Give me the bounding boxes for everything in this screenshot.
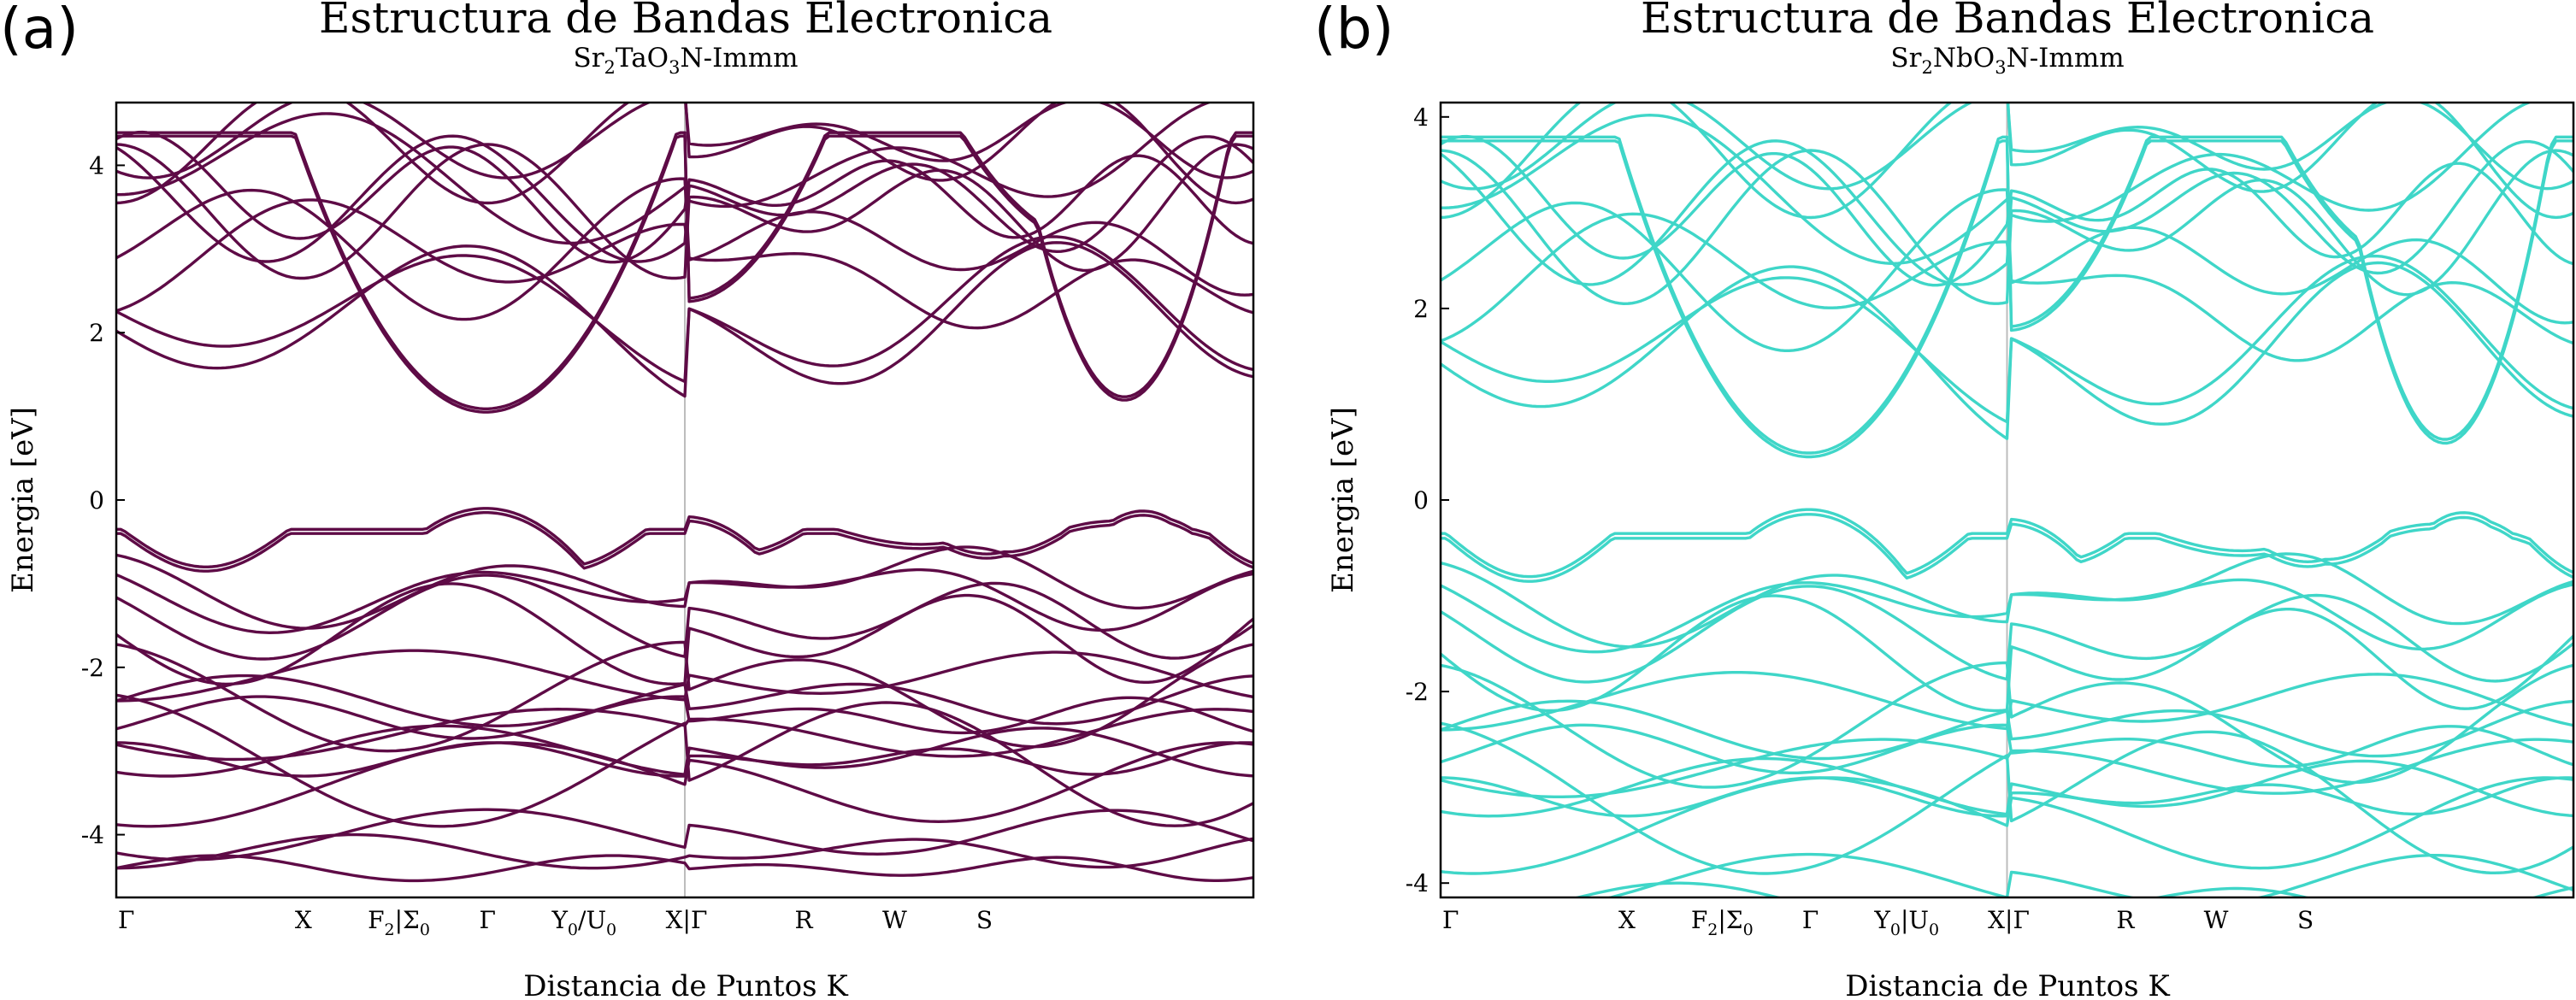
band-line-12 xyxy=(116,134,1253,263)
panel-b-title: Estructura de Bandas Electronica xyxy=(1641,0,2374,43)
band-line-3 xyxy=(116,241,1253,398)
band-line-4 xyxy=(116,235,1253,384)
y-tick-label: -2 xyxy=(81,654,104,682)
k-point-label: X|Γ xyxy=(666,906,708,934)
band-line-7 xyxy=(116,130,1253,264)
k-point-label: Γ xyxy=(1442,906,1459,934)
k-point-label: X|Γ xyxy=(1988,906,2030,934)
band-line-11 xyxy=(116,143,1253,280)
band-line-8 xyxy=(1441,103,2573,265)
k-point-label: X xyxy=(1618,906,1636,934)
panel-b-bands xyxy=(1441,103,2573,897)
y-tick-label: 2 xyxy=(1413,295,1429,323)
panel-a-frame xyxy=(115,101,1255,899)
band-line-27 xyxy=(1571,881,2573,897)
band-line-20 xyxy=(116,674,1253,727)
k-point-label: F2|Σ0 xyxy=(368,906,430,939)
panel-a-xlabel: Distancia de Puntos K xyxy=(523,969,848,1000)
panel-b-xlabel: Distancia de Puntos K xyxy=(1845,969,2170,1000)
panel-a-subtitle: Sr2TaO3N-Immm xyxy=(573,43,798,78)
panel-b-subtitle: Sr2NbO3N-Immm xyxy=(1890,43,2124,78)
k-point-label: Γ xyxy=(118,906,134,934)
k-point-label: Y0/U0 xyxy=(551,906,616,939)
band-line-30 xyxy=(116,693,1253,828)
k-point-label: Γ xyxy=(480,906,496,934)
band-line-20 xyxy=(1441,699,2573,761)
band-line-2 xyxy=(116,131,1253,410)
k-point-label: F2|Σ0 xyxy=(1691,906,1754,939)
panel-a: (a) Estructura de Bandas Electronica Sr2… xyxy=(0,0,1255,1000)
band-line-25 xyxy=(116,741,1253,828)
band-line-26 xyxy=(116,808,1253,862)
band-line-8 xyxy=(116,103,1253,245)
k-point-label: S xyxy=(976,906,993,934)
k-point-label: R xyxy=(794,906,813,934)
band-line-24 xyxy=(1441,776,2573,818)
band-line-2 xyxy=(1441,135,2573,455)
band-line-24 xyxy=(116,741,1253,778)
band-line-6 xyxy=(116,177,1253,321)
panel-b-ylabel: Energia [eV] xyxy=(1326,407,1360,593)
y-tick-label: 4 xyxy=(1413,103,1429,132)
k-point-label: R xyxy=(2116,906,2135,934)
panel-a-title: Estructura de Bandas Electronica xyxy=(319,0,1052,43)
y-tick-label: 0 xyxy=(1413,486,1429,515)
band-line-6 xyxy=(1441,188,2573,352)
k-point-label: Y0|U0 xyxy=(1873,906,1939,939)
band-line-11 xyxy=(1441,149,2573,305)
y-tick-label: 4 xyxy=(89,151,104,179)
band-line-27 xyxy=(116,832,1253,870)
band-line-16 xyxy=(1441,578,2573,654)
band-line-26 xyxy=(1605,852,2573,897)
y-tick-label: -2 xyxy=(1406,678,1429,706)
panel-b-k-labels: Γ X F2|Σ0 Γ Y0|U0 X|Γ R W S xyxy=(1442,906,2314,939)
k-point-label: S xyxy=(2297,906,2314,934)
panel-a-letter: (a) xyxy=(0,0,79,62)
band-line-30 xyxy=(1441,721,2573,875)
k-point-label: Γ xyxy=(1802,906,1819,934)
panel-a-k-labels: Γ X F2|Σ0 Γ Y0/U0 X|Γ R W S xyxy=(118,906,993,939)
panel-b-y-ticks: 4 2 0 -2 -4 xyxy=(1406,103,1449,897)
y-tick-label: -4 xyxy=(1406,869,1429,897)
band-line-12 xyxy=(1441,139,2573,286)
band-line-21 xyxy=(116,695,1253,740)
band-line-4 xyxy=(1441,254,2573,424)
k-point-label: W xyxy=(2204,906,2229,934)
panel-b-frame xyxy=(1439,101,2575,899)
band-line-25 xyxy=(1441,776,2573,875)
panel-a-y-ticks: 4 2 0 -2 -4 xyxy=(81,151,125,850)
panel-b: (b) Estructura de Bandas Electronica Sr2… xyxy=(1314,0,2575,1000)
y-tick-label: 0 xyxy=(89,486,104,515)
band-line-14 xyxy=(1441,513,2573,583)
panel-a-ylabel: Energia [eV] xyxy=(6,407,40,593)
panel-a-bands xyxy=(116,103,1253,897)
band-line-3 xyxy=(1441,261,2573,440)
k-point-label: W xyxy=(882,906,907,934)
band-line-7 xyxy=(1441,134,2573,287)
band-line-29 xyxy=(116,640,1253,753)
y-tick-label: 2 xyxy=(89,319,104,347)
y-tick-label: -4 xyxy=(81,821,104,850)
k-point-label: X xyxy=(295,906,312,934)
band-line-28 xyxy=(116,854,1253,883)
band-line-16 xyxy=(116,568,1253,634)
band-line-14 xyxy=(116,511,1253,573)
band-line-21 xyxy=(1441,723,2573,774)
panel-b-letter: (b) xyxy=(1314,0,1394,62)
band-line-29 xyxy=(1441,661,2573,789)
